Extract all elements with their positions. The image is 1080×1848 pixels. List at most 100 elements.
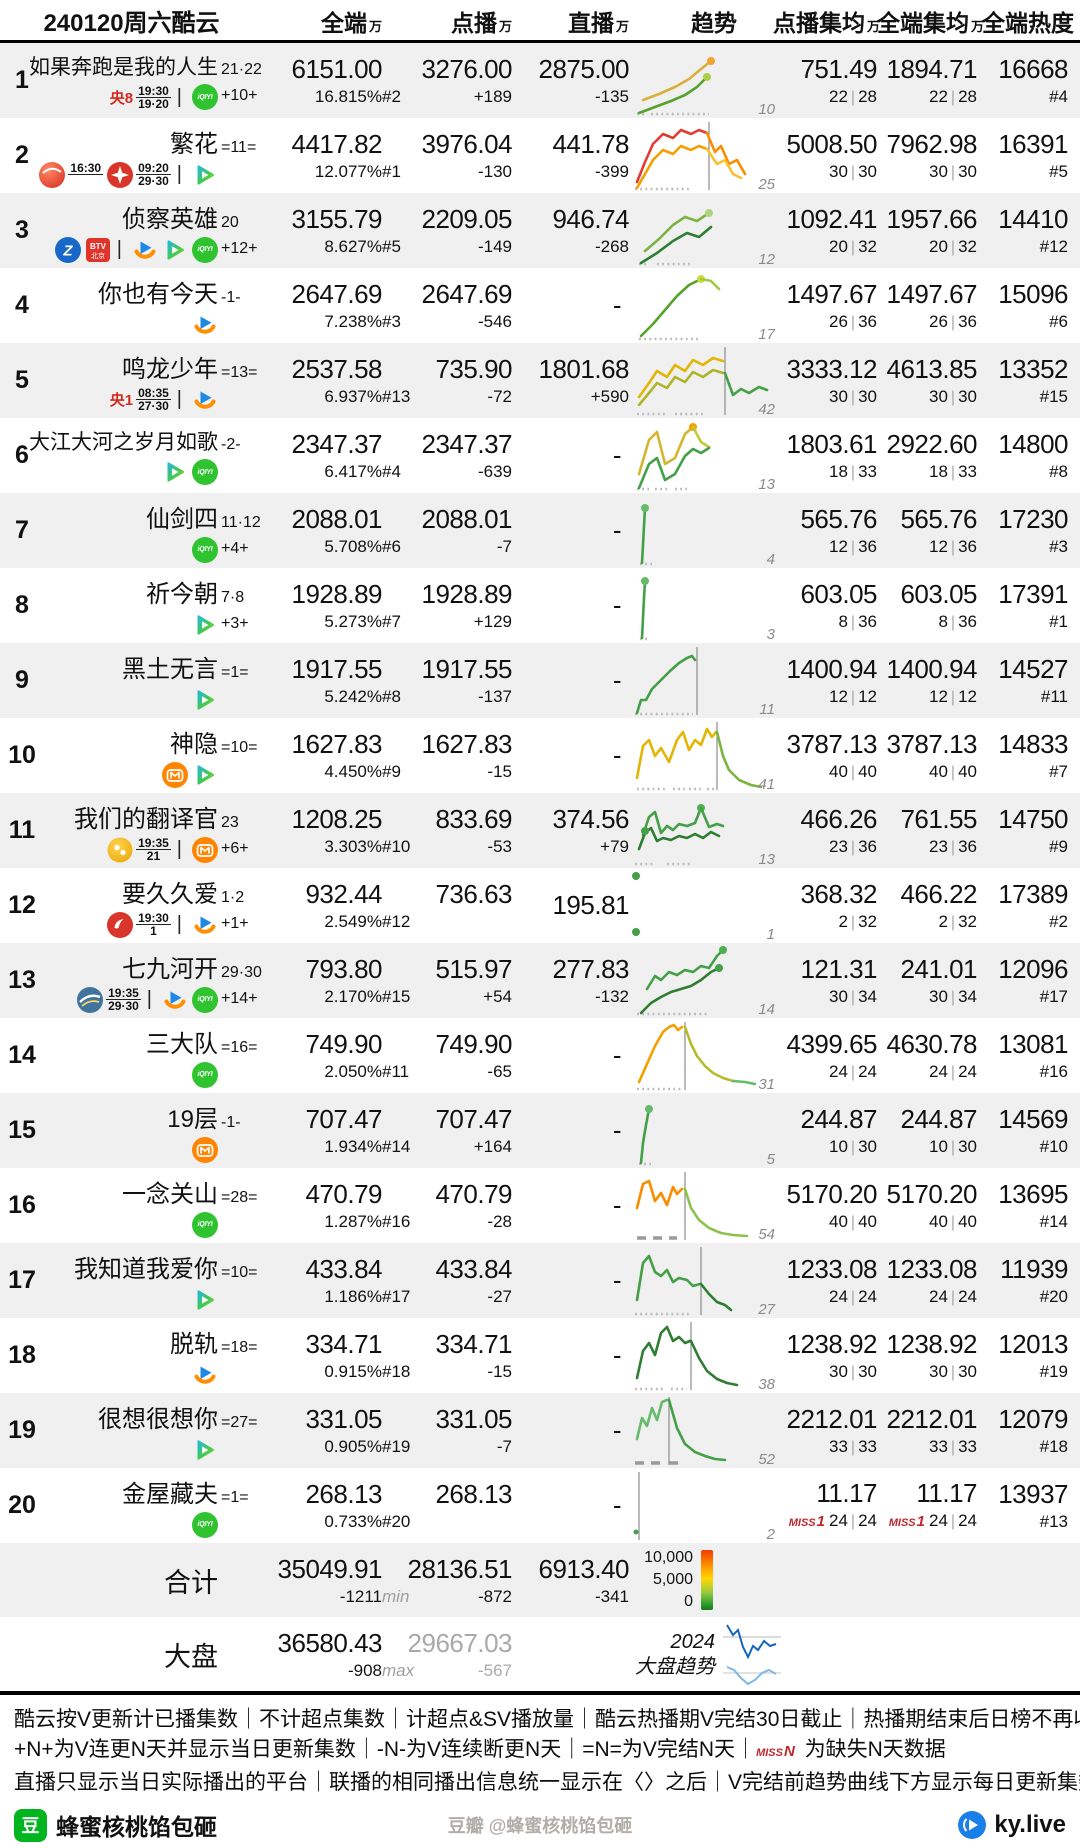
platforms: 央8 19:30 19·20 | iQIYI +10+: [44, 84, 263, 110]
cell-dianbo: 1627.83 #9 -15: [382, 729, 513, 781]
cell-zhibo: -: [612, 589, 622, 620]
platforms: +3+: [44, 612, 263, 638]
drama-title: 脱轨: [170, 1330, 218, 1358]
vod-delta: -72: [487, 387, 512, 406]
rank: 20: [8, 1491, 36, 1519]
status-tag: =18=: [221, 1338, 258, 1356]
cell-trend: 2: [629, 1468, 785, 1543]
platforms: [44, 1136, 263, 1163]
col-header-zhibo: 直播万: [567, 10, 629, 36]
heat-rank: #11: [1040, 687, 1068, 706]
update-streak-tag: [218, 1299, 263, 1301]
cell-dianbo: 515.97 #15 +54: [382, 954, 513, 1006]
trend-sparkline: [635, 804, 725, 866]
trend-days: 31: [758, 1076, 775, 1093]
rank: 9: [15, 666, 29, 694]
watermark: 豆瓣 @蜂蜜核桃馅包砸: [447, 1816, 633, 1836]
table-row: 9 黑土无言 =1= 1917.55 5.242% 1917.55 #8 -137-11 140…: [0, 643, 1080, 718]
trend-sparkline: [635, 1247, 733, 1316]
platforms: iQIYI +4+: [44, 536, 263, 563]
vod-delta: -65: [487, 1062, 512, 1081]
youku-icon: [192, 912, 218, 938]
status-tag: 21·22: [221, 61, 262, 78]
broadcast-time: 19:30 19·20: [136, 83, 171, 111]
totals-dianbo: 28136.51: [407, 1553, 513, 1584]
heat-rank: #7: [1049, 762, 1068, 781]
update-streak-tag: [218, 1074, 263, 1076]
cell-dianbo-avg: 1803.61 18 | 33: [786, 428, 878, 481]
trend-sparkline: [639, 275, 721, 341]
rank: 1: [15, 66, 29, 94]
trend-sparkline: [637, 347, 769, 416]
cell-quanduan: 433.84 1.186%: [263, 1254, 382, 1307]
cell-zhibo: -: [612, 439, 622, 470]
vod-delta: +164: [473, 1137, 512, 1156]
cell-heat: 11939 #20: [977, 1254, 1072, 1307]
cell-heat: 13352 #15: [977, 354, 1072, 407]
cell-heat: 17230 #3: [977, 504, 1072, 557]
share-percent: 3.303%: [324, 837, 382, 856]
update-streak-tag: +3+: [221, 614, 249, 632]
market-quanduan-delta: -908: [347, 1660, 382, 1680]
col-header-quanduan: 全端万: [320, 10, 382, 36]
iqiyi-icon: iQIYI: [192, 1511, 218, 1538]
cell-dianbo: 2647.69 #3 -546: [382, 279, 513, 331]
update-streak-tag: [218, 399, 263, 401]
share-percent: 12.077%: [314, 162, 382, 181]
cell-dianbo: 433.84 #17 -27: [382, 1254, 513, 1306]
cell-quanduan-avg: 3787.13 40 | 40: [886, 728, 978, 781]
trend-days: 1: [766, 926, 775, 943]
rank: 11: [8, 816, 36, 844]
platforms: [44, 761, 263, 788]
col-header-dianbo-avg: 点播集均万: [773, 10, 881, 36]
trend-days: 38: [758, 1376, 775, 1393]
youku-icon: [192, 312, 218, 338]
rank: 7: [15, 516, 29, 544]
totals-min-tag: min: [382, 1586, 410, 1606]
title-block: 要久久爱 1·2 19:30 1 | +1+: [44, 874, 263, 938]
platform-separator: |: [176, 838, 182, 860]
drama-title: 我知道我爱你: [74, 1255, 218, 1283]
rank: 2: [15, 141, 29, 169]
tianjin-tv-icon: [77, 986, 104, 1013]
cell-trend: 17: [629, 268, 785, 343]
color-scale-legend: 10,000 5,000 0: [629, 1543, 785, 1618]
cell-quanduan: 470.79 1.287%: [263, 1179, 382, 1232]
iqiyi-icon: iQIYI: [192, 536, 218, 563]
share-percent: 16.815%: [314, 87, 382, 106]
cell-heat: 14527 #11: [977, 654, 1072, 707]
update-streak-tag: [218, 1374, 263, 1376]
cell-trend: 12: [629, 193, 785, 268]
cell-dianbo-avg: 1400.94 12 | 12: [786, 653, 878, 706]
trend-days: 5: [766, 1151, 775, 1168]
table-row: 19 很想很想你 =27= 331.05 0.905% 331.05 #19 -7-52 221…: [0, 1393, 1080, 1468]
totals-zhibo: 6913.40: [538, 1553, 630, 1584]
heat-rank: #10: [1039, 1137, 1068, 1156]
title-block: 金屋藏夫 =1= iQIYI: [44, 1474, 263, 1538]
cell-quanduan-avg: 1894.71 22 | 28: [886, 53, 978, 106]
cell-quanduan: 2347.37 6.417%: [263, 429, 383, 482]
cell-dianbo-avg: 3787.13 40 | 40: [786, 728, 878, 781]
cell-trend: 14: [629, 943, 785, 1018]
market-trend-year: 2024: [670, 1630, 716, 1653]
market-dianbo: 29667.03: [407, 1627, 513, 1658]
cell-heat: 16391 #5: [977, 129, 1072, 182]
vod-rank: #7: [382, 612, 401, 631]
title-block: 鸣龙少年 =13= 央1 08:35 27·30 |: [44, 349, 263, 413]
cell-zhibo: -: [612, 1414, 622, 1445]
douban-icon: 豆: [14, 1808, 47, 1842]
unit-label: 万: [368, 19, 382, 34]
vod-rank: #14: [382, 1137, 411, 1156]
status-tag: 7·8: [221, 588, 245, 606]
rank: 14: [8, 1041, 36, 1069]
title-block: 脱轨 =18=: [44, 1324, 263, 1388]
cell-trend: 3: [629, 568, 785, 643]
iqiyi-icon: iQIYI: [192, 986, 218, 1013]
rank: 19: [8, 1416, 36, 1444]
share-percent: 5.242%: [324, 687, 382, 706]
trend-sparkline: [639, 209, 713, 266]
dragon-tv-icon: [39, 161, 66, 188]
platforms: iQIYI: [44, 1061, 263, 1088]
miss-label: MISS: [888, 1516, 916, 1529]
ranking-table-body: 1 如果奔跑是我的人生 21·22 央8 19:30 19·20 | iQIYI +10+ 615…: [0, 43, 1080, 1543]
